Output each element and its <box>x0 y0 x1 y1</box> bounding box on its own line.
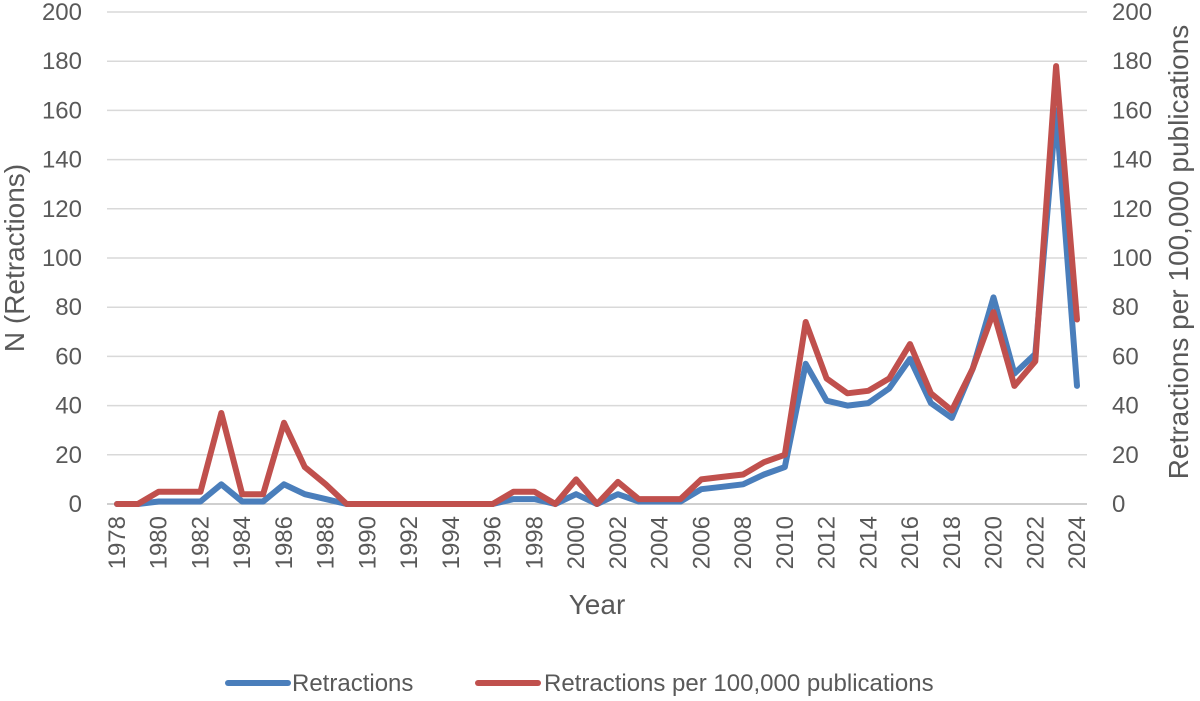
y-tick-label: 80 <box>55 294 82 321</box>
x-axis: 1978 1980 1982 1984 1986 1988 1990 1992 1994 1996… <box>104 516 1091 569</box>
x-tick-label: 1984 <box>229 516 256 569</box>
x-tick-label: 1986 <box>271 516 298 569</box>
x-tick-label: 2018 <box>939 516 966 569</box>
x-tick-label: 1990 <box>354 516 381 569</box>
x-tick-label: 1992 <box>396 516 423 569</box>
y-tick-label: 20 <box>55 442 82 469</box>
y2-tick-label: 20 <box>1112 442 1139 469</box>
series-lines <box>114 63 1080 507</box>
y2-tick-label: 0 <box>1112 491 1125 518</box>
y-tick-label: 120 <box>42 196 82 223</box>
x-tick-label: 2012 <box>814 516 841 569</box>
y-tick-label: 100 <box>42 245 82 272</box>
y-tick-label: 60 <box>55 343 82 370</box>
x-tick-label: 1982 <box>187 516 214 569</box>
legend: Retractions Retractions per 100,000 publi… <box>225 670 934 697</box>
y2-tick-label: 60 <box>1112 343 1139 370</box>
y2-tick-label: 180 <box>1112 48 1152 75</box>
series-line-retractions-per-100k <box>114 63 1080 507</box>
y-tick-label: 40 <box>55 393 82 420</box>
x-tick-label: 2024 <box>1064 516 1091 569</box>
x-tick-label: 2008 <box>730 516 757 569</box>
y2-tick-label: 100 <box>1112 245 1152 272</box>
y2-tick-label: 40 <box>1112 393 1139 420</box>
y2-axis-title: Retractions per 100,000 publications <box>1163 25 1194 480</box>
x-axis-title: Year <box>569 589 626 620</box>
x-tick-label: 2016 <box>897 516 924 569</box>
x-tick-label: 2004 <box>647 516 674 569</box>
x-tick-label: 2010 <box>772 516 799 569</box>
x-tick-label: 1998 <box>521 516 548 569</box>
y-tick-label: 160 <box>42 97 82 124</box>
y2-tick-label: 140 <box>1112 147 1152 174</box>
x-tick-label: 1994 <box>438 516 465 569</box>
x-tick-label: 1980 <box>146 516 173 569</box>
gridlines <box>107 11 1087 456</box>
y2-tick-label: 120 <box>1112 196 1152 223</box>
legend-label: Retractions per 100,000 publications <box>544 670 934 697</box>
x-tick-label: 2020 <box>981 516 1008 569</box>
y2-tick-label: 80 <box>1112 294 1139 321</box>
y2-tick-label: 200 <box>1112 0 1152 26</box>
y-tick-label: 200 <box>42 0 82 26</box>
x-tick-label: 1996 <box>480 516 507 569</box>
x-tick-label: 2002 <box>605 516 632 569</box>
y-tick-label: 140 <box>42 147 82 174</box>
x-tick-label: 2000 <box>563 516 590 569</box>
x-tick-label: 2006 <box>688 516 715 569</box>
y2-tick-label: 160 <box>1112 97 1152 124</box>
legend-label: Retractions <box>292 670 413 697</box>
y-tick-label: 180 <box>42 48 82 75</box>
x-tick-label: 1988 <box>313 516 340 569</box>
x-tick-label: 2014 <box>855 516 882 569</box>
right-y-axis: 0 20 40 60 80 100 120 140 160 180 200 <box>1112 0 1152 518</box>
x-tick-label: 1978 <box>104 516 131 569</box>
x-tick-label: 2022 <box>1022 516 1049 569</box>
left-y-axis: 0 20 40 60 80 100 120 140 160 180 200 <box>42 0 82 518</box>
y-tick-label: 0 <box>69 491 82 518</box>
y-axis-title: N (Retractions) <box>0 164 30 352</box>
